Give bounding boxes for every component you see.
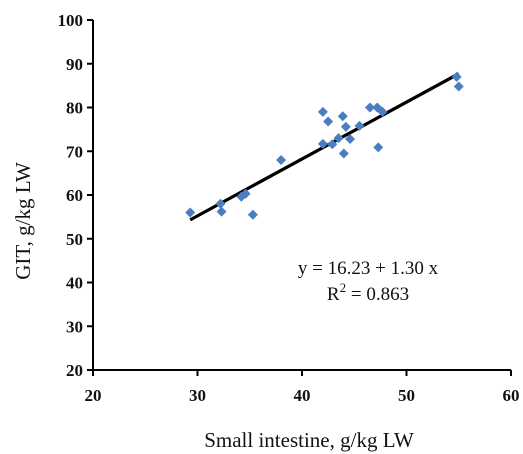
- data-point: [377, 106, 388, 117]
- y-tick-label: 60: [66, 186, 83, 205]
- data-point: [338, 148, 349, 159]
- y-axis-title: GIT, g/kg LW: [11, 162, 35, 280]
- r-squared-label: R2 = 0.863: [327, 280, 409, 305]
- data-point: [340, 121, 351, 132]
- data-point: [317, 138, 328, 149]
- data-point: [240, 188, 251, 199]
- y-tick-label: 30: [66, 317, 83, 336]
- data-point: [354, 120, 365, 131]
- axes: [92, 20, 511, 371]
- x-axis-title: Small intestine, g/kg LW: [204, 428, 414, 452]
- data-point: [323, 116, 334, 127]
- y-tick-label: 80: [66, 99, 83, 118]
- data-point: [185, 207, 196, 218]
- y-tick-label: 50: [66, 230, 83, 249]
- x-tick-label: 50: [398, 386, 415, 405]
- data-point: [276, 155, 287, 165]
- data-point: [327, 139, 338, 150]
- r2-prefix: R: [327, 284, 340, 305]
- x-tick-label: 40: [294, 386, 311, 405]
- data-point: [247, 209, 258, 220]
- data-point: [337, 111, 348, 122]
- data-points: [185, 71, 464, 220]
- y-tick-label: 100: [58, 11, 84, 30]
- data-point: [215, 198, 226, 209]
- tick-marks: [87, 19, 512, 376]
- x-tick-label: 30: [189, 386, 206, 405]
- data-point: [364, 102, 375, 113]
- data-point: [216, 206, 227, 217]
- data-point: [317, 106, 328, 117]
- y-tick-label: 40: [66, 274, 83, 293]
- y-tick-label: 90: [66, 55, 83, 74]
- data-point: [373, 142, 384, 153]
- regression-equation: y = 16.23 + 1.30 x: [298, 258, 439, 279]
- data-point: [345, 134, 356, 144]
- r2-suffix: = 0.863: [346, 284, 409, 305]
- data-point: [453, 81, 464, 92]
- x-tick-label: 20: [85, 386, 102, 405]
- x-tick-label: 60: [503, 386, 520, 405]
- data-point: [333, 133, 344, 144]
- tick-labels: 20 30 40 50 60 70 80 90 100 20 30 40 50 60: [58, 11, 520, 405]
- data-point: [451, 71, 462, 82]
- r2-superscript: 2: [340, 280, 347, 295]
- y-tick-label: 20: [66, 361, 83, 380]
- y-tick-label: 70: [66, 142, 83, 161]
